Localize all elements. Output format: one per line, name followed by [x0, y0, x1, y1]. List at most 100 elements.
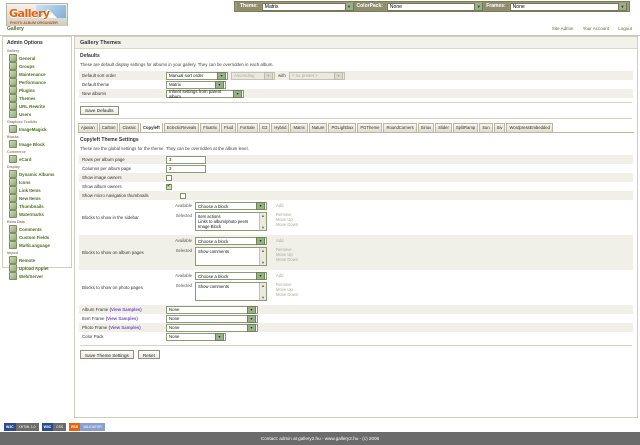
list-item[interactable]: Links to album/photo peers	[198, 219, 249, 224]
move-up-button[interactable]: Move Up	[276, 252, 293, 257]
tab-slider[interactable]: Slider	[435, 123, 452, 132]
tab-siriux[interactable]: Siriux	[417, 123, 435, 132]
tab-ajaxian[interactable]: Ajaxian	[78, 123, 98, 132]
tab-wordpressembedded[interactable]: WordpressEmbedded	[506, 123, 553, 132]
default-theme-select[interactable]: Matrix ▼	[166, 80, 226, 89]
item-frame-select[interactable]: None ▼	[166, 314, 258, 323]
sidebar-item-thumbnails[interactable]: Thumbnails	[5, 202, 69, 210]
tab-forsale[interactable]: ForSale	[237, 123, 258, 132]
photo-frame-view-samples-link[interactable]: (View Samples)	[108, 325, 141, 330]
tab-g3[interactable]: G3	[258, 123, 271, 132]
sidebar-item-users[interactable]: Users	[5, 110, 69, 118]
list-item[interactable]: Item actions	[198, 214, 221, 219]
tab-eclecticreveals[interactable]: EclecticReveals	[163, 123, 200, 132]
scrollbar[interactable]: ▲ ▼	[259, 213, 266, 230]
sidebar-item-custom-fields[interactable]: Custom Fields	[5, 233, 69, 241]
rows-per-album-page-input[interactable]: 3	[166, 155, 206, 164]
show-album-owners-checkbox[interactable]	[166, 183, 172, 190]
save-defaults-button[interactable]: Save Defaults	[80, 106, 119, 115]
move-down-button[interactable]: Move Down	[276, 292, 299, 297]
move-up-button[interactable]: Move Up	[276, 287, 293, 292]
tab-pgtheme[interactable]: PGTheme	[357, 123, 383, 132]
columns-per-album-page-input[interactable]: 3	[166, 164, 206, 173]
tab-sun[interactable]: Sun	[479, 123, 493, 132]
add-block-button[interactable]: Add	[276, 273, 284, 278]
move-down-button[interactable]: Move Down	[276, 222, 299, 227]
sidebar-item-ecard[interactable]: eCard	[5, 155, 69, 163]
sidebar-item-themes[interactable]: Themes	[5, 94, 69, 102]
gallery-logo[interactable]: Gallery PHOTO ALBUM ORGANIZER	[6, 3, 68, 27]
album-frame-select[interactable]: None ▼	[166, 305, 258, 314]
reset-button[interactable]: Reset	[137, 350, 160, 359]
remove-block-button[interactable]: Remove	[276, 282, 292, 287]
tab-carbon[interactable]: Carbon	[98, 123, 119, 132]
color-pack-select[interactable]: None ▼	[166, 332, 226, 341]
remove-block-button[interactable]: Remove	[276, 247, 292, 252]
validation-badge[interactable]: W3C CSS	[41, 423, 67, 431]
selected-blocks-listbox[interactable]: Show comments ▲ ▼	[195, 247, 267, 266]
validation-badge[interactable]: W3C XHTML 1.0	[4, 423, 39, 431]
toolbar-colorpack-select[interactable]: None ▼	[386, 2, 484, 11]
link-logout[interactable]: Logout	[618, 26, 632, 31]
tab-hybrid[interactable]: Hybrid	[271, 123, 290, 132]
sidebar-item-groups[interactable]: Groups	[5, 62, 69, 70]
new-albums-select[interactable]: Inherit settings from parent album ▼	[166, 89, 244, 99]
list-item[interactable]: Show comments	[198, 284, 229, 289]
show-image-owners-checkbox[interactable]	[166, 174, 172, 181]
tab-nature[interactable]: Nature	[308, 123, 328, 132]
save-theme-settings-button[interactable]: Save Theme Settings	[80, 350, 134, 359]
tab-roundcorners[interactable]: RoundCorners	[383, 123, 417, 132]
sidebar-item-remote[interactable]: Remote	[5, 256, 69, 264]
sidebar-item-performance[interactable]: Performance	[5, 78, 69, 86]
sidebar-item-plugins[interactable]: Plugins	[5, 86, 69, 94]
sidebar-item-dynamic-albums[interactable]: Dynamic Albums	[5, 170, 69, 178]
available-block-select[interactable]: Choose a block ▼	[195, 237, 267, 245]
tab-classic[interactable]: Classic	[119, 123, 139, 132]
available-block-select[interactable]: Choose a block ▼	[195, 202, 267, 210]
scrollbar[interactable]: ▲ ▼	[259, 283, 266, 300]
sidebar-item-general[interactable]: General	[5, 54, 69, 62]
sidebar-item-web-server[interactable]: Web/Server	[5, 272, 69, 280]
sidebar-item-multilanguage[interactable]: MultiLanguage	[5, 241, 69, 249]
selected-blocks-listbox[interactable]: Show comments ▲ ▼	[195, 282, 267, 301]
toolbar-frames-select[interactable]: None ▼	[509, 2, 627, 11]
toolbar-theme-select[interactable]: Matrix ▼	[261, 2, 354, 11]
link-site-admin[interactable]: Site Admin	[551, 26, 574, 31]
move-down-button[interactable]: Move Down	[276, 257, 299, 262]
photo-frame-select[interactable]: None ▼	[166, 323, 258, 332]
tab-floatrix[interactable]: Floatrix	[200, 123, 221, 132]
default-sort-order-select[interactable]: Manual sort order ▼	[166, 71, 228, 80]
available-block-select[interactable]: Choose a block ▼	[195, 272, 267, 280]
remove-block-button[interactable]: Remove	[276, 212, 292, 217]
link-your-account[interactable]: Your Account	[582, 26, 609, 31]
tab-pglightbox[interactable]: PGLightbox	[328, 123, 357, 132]
list-item[interactable]: Image Block	[198, 224, 222, 229]
breadcrumb[interactable]: Gallery	[7, 26, 24, 32]
sidebar-item-image-block[interactable]: Image Block	[5, 140, 69, 148]
sidebar-item-icons[interactable]: Icons	[5, 178, 69, 186]
add-block-button[interactable]: Add	[276, 238, 284, 243]
album-frame-view-samples-link[interactable]: (View Samples)	[109, 307, 142, 312]
tab-copyleft[interactable]: Copyleft	[139, 123, 163, 132]
sidebar-item-url-rewrite[interactable]: URL Rewrite	[5, 102, 69, 110]
selected-blocks-listbox[interactable]: Item actions Links to album/photo peers Im…	[195, 212, 267, 231]
sidebar-item-imagemagick[interactable]: ImageMagick	[5, 125, 69, 133]
list-item[interactable]: Show comments	[198, 249, 229, 254]
tab-fluid[interactable]: Fluid	[221, 123, 237, 132]
move-up-button[interactable]: Move Up	[276, 217, 293, 222]
tab-splitramp[interactable]: SplitRamp	[452, 123, 479, 132]
tab-matrix[interactable]: Matrix	[290, 123, 308, 132]
tab-siv[interactable]: Siv	[493, 123, 506, 132]
add-block-button[interactable]: Add	[276, 203, 284, 208]
item-frame-view-samples-link[interactable]: (View Samples)	[105, 316, 138, 321]
sidebar-item-maintenance[interactable]: Maintenance	[5, 70, 69, 78]
sidebar-item-new-items[interactable]: New Items	[5, 194, 69, 202]
validation-badge[interactable]: RSS VALIDATOR	[69, 423, 105, 431]
scrollbar[interactable]: ▲ ▼	[259, 248, 266, 265]
row-item-frame: Item Frame (View Samples) None ▼	[79, 314, 633, 323]
sidebar-item-upload-applet[interactable]: Upload Applet	[5, 264, 69, 272]
sidebar-item-link-items[interactable]: Link Items	[5, 186, 69, 194]
sidebar-item-comments[interactable]: Comments	[5, 225, 69, 233]
sidebar-item-watermarks[interactable]: Watermarks	[5, 210, 69, 218]
show-micro-navigation-thumbnails-checkbox[interactable]	[180, 192, 186, 199]
